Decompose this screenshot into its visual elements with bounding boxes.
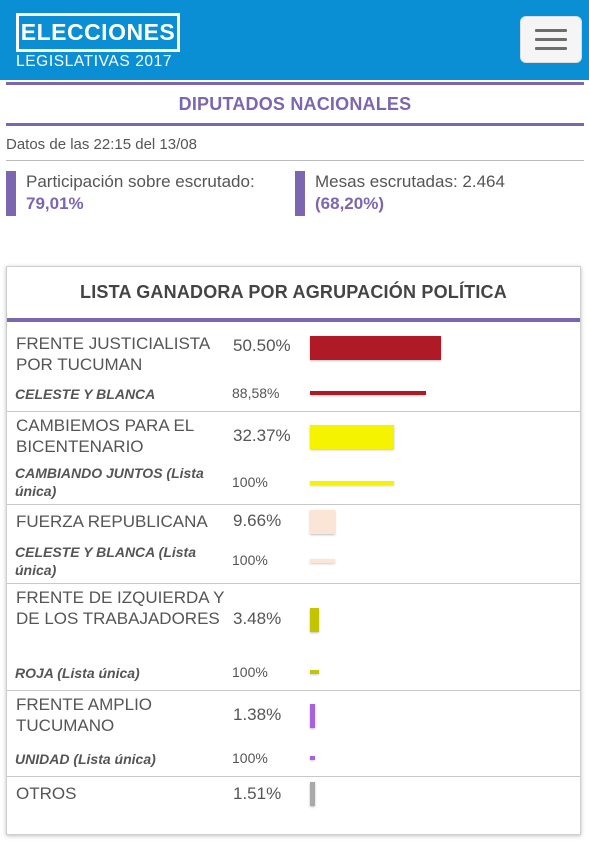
mesas-label: Mesas escrutadas: 2.464 bbox=[315, 172, 505, 191]
party-bar bbox=[310, 608, 320, 632]
hamburger-icon-line bbox=[535, 38, 567, 41]
party-bar bbox=[310, 510, 336, 534]
party-bar bbox=[310, 425, 395, 449]
list-name: CAMBIANDO JUNTOS (Lista única) bbox=[15, 465, 204, 499]
hamburger-menu-button[interactable] bbox=[520, 16, 582, 63]
participation-value: 79,01% bbox=[26, 194, 84, 213]
participation-stat: Participación sobre escrutado: 79,01% bbox=[6, 171, 255, 216]
participation-label: Participación sobre escrutado: bbox=[26, 172, 255, 191]
party-percent: 9.66% bbox=[233, 511, 282, 530]
results-title: LISTA GANADORA POR AGRUPACIÓN POLÍTICA bbox=[80, 282, 507, 302]
logo-box: ELECCIONES bbox=[16, 13, 180, 52]
list-bar bbox=[310, 481, 395, 485]
section-title: DIPUTADOS NACIONALES bbox=[178, 93, 412, 114]
top-bar: ELECCIONES LEGISLATIVAS 2017 bbox=[0, 0, 589, 80]
party-name: FRENTE JUSTICIALISTA POR TUCUMAN bbox=[16, 334, 210, 374]
list-percent: 88,58% bbox=[232, 385, 280, 401]
party-bar bbox=[310, 782, 315, 806]
party-group: CAMBIEMOS PARA EL BICENTENARIO 32.37% CA… bbox=[7, 412, 580, 505]
list-name: CELESTE Y BLANCA bbox=[15, 386, 156, 402]
list-bar bbox=[310, 559, 336, 563]
party-name: FUERZA REPUBLICANA bbox=[16, 512, 208, 531]
results-panel: LISTA GANADORA POR AGRUPACIÓN POLÍTICA F… bbox=[6, 266, 581, 835]
party-group: FRENTE AMPLIO TUCUMANO 1.38% UNIDAD (Lis… bbox=[7, 691, 580, 777]
mesas-stat: Mesas escrutadas: 2.464 (68,20%) bbox=[295, 171, 505, 216]
party-percent: 32.37% bbox=[233, 426, 291, 445]
list-percent: 100% bbox=[232, 664, 268, 680]
list-name: CELESTE Y BLANCA (Lista única) bbox=[15, 544, 196, 578]
party-group: FRENTE JUSTICIALISTA POR TUCUMAN 50.50% … bbox=[7, 322, 580, 412]
list-name: ROJA (Lista única) bbox=[15, 665, 140, 681]
hamburger-icon-line bbox=[535, 47, 567, 50]
party-percent: 50.50% bbox=[233, 336, 291, 355]
mesas-value: (68,20%) bbox=[315, 194, 384, 213]
data-timestamp: Datos de las 22:15 del 13/08 bbox=[6, 136, 197, 153]
list-percent: 100% bbox=[232, 552, 268, 568]
party-name: OTROS bbox=[16, 784, 77, 803]
divider bbox=[6, 160, 584, 161]
party-percent: 1.38% bbox=[233, 705, 282, 724]
logo-title: ELECCIONES bbox=[20, 19, 176, 45]
party-bar bbox=[310, 704, 315, 728]
party-name: FRENTE AMPLIO TUCUMANO bbox=[16, 695, 153, 735]
list-bar bbox=[310, 670, 320, 674]
party-group: FRENTE DE IZQUIERDA Y DE LOS TRABAJADORE… bbox=[7, 584, 580, 691]
section-header: DIPUTADOS NACIONALES bbox=[6, 82, 584, 126]
party-name: CAMBIEMOS PARA EL BICENTENARIO bbox=[16, 416, 194, 456]
party-group: OTROS 1.51% bbox=[7, 777, 580, 823]
party-bar bbox=[310, 336, 442, 360]
list-percent: 100% bbox=[232, 750, 268, 766]
logo-subtitle: LEGISLATIVAS 2017 bbox=[16, 53, 173, 70]
list-name: UNIDAD (Lista única) bbox=[15, 751, 156, 767]
list-percent: 100% bbox=[232, 474, 268, 490]
list-bar bbox=[310, 391, 427, 395]
elecciones-logo[interactable]: ELECCIONES LEGISLATIVAS 2017 bbox=[16, 13, 180, 71]
party-percent: 3.48% bbox=[233, 609, 282, 628]
party-group: FUERZA REPUBLICANA 9.66% CELESTE Y BLANC… bbox=[7, 505, 580, 584]
results-panel-header: LISTA GANADORA POR AGRUPACIÓN POLÍTICA bbox=[7, 267, 580, 322]
party-name: FRENTE DE IZQUIERDA Y DE LOS TRABAJADORE… bbox=[16, 588, 225, 628]
hamburger-icon-line bbox=[535, 29, 567, 32]
party-percent: 1.51% bbox=[233, 784, 282, 803]
list-bar bbox=[310, 756, 315, 760]
